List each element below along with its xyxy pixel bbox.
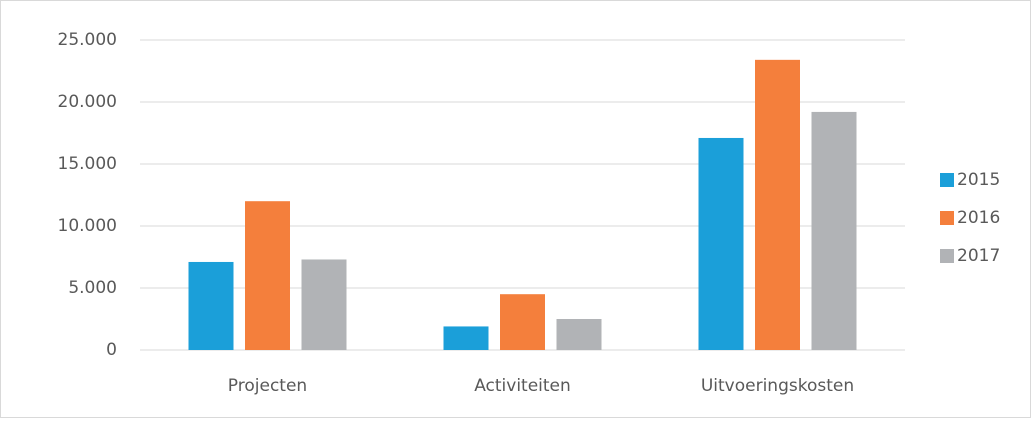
y-tick-label: 10.000 [58,216,117,236]
y-tick-label: 15.000 [58,154,117,174]
x-tick-label: Projecten [228,376,307,396]
legend-swatch [940,249,954,263]
y-tick-label: 20.000 [58,92,117,112]
bar [245,201,290,350]
legend-label: 2017 [957,246,1000,266]
x-tick-label: Activiteiten [474,376,571,396]
x-tick-label: Uitvoeringskosten [701,376,854,396]
y-tick-label: 25.000 [58,30,117,50]
bar [188,261,234,350]
legend-label: 2015 [957,170,1000,190]
legend-swatch [940,211,954,225]
legend-swatch [940,173,954,187]
y-tick-label: 0 [106,340,117,360]
bar [443,326,489,350]
y-tick-label: 5.000 [68,278,117,298]
bar [811,111,857,350]
bar [500,294,545,350]
legend-label: 2016 [957,208,1000,228]
bar [698,137,744,350]
bar [755,59,800,351]
bar [301,259,347,350]
bar [556,319,602,350]
